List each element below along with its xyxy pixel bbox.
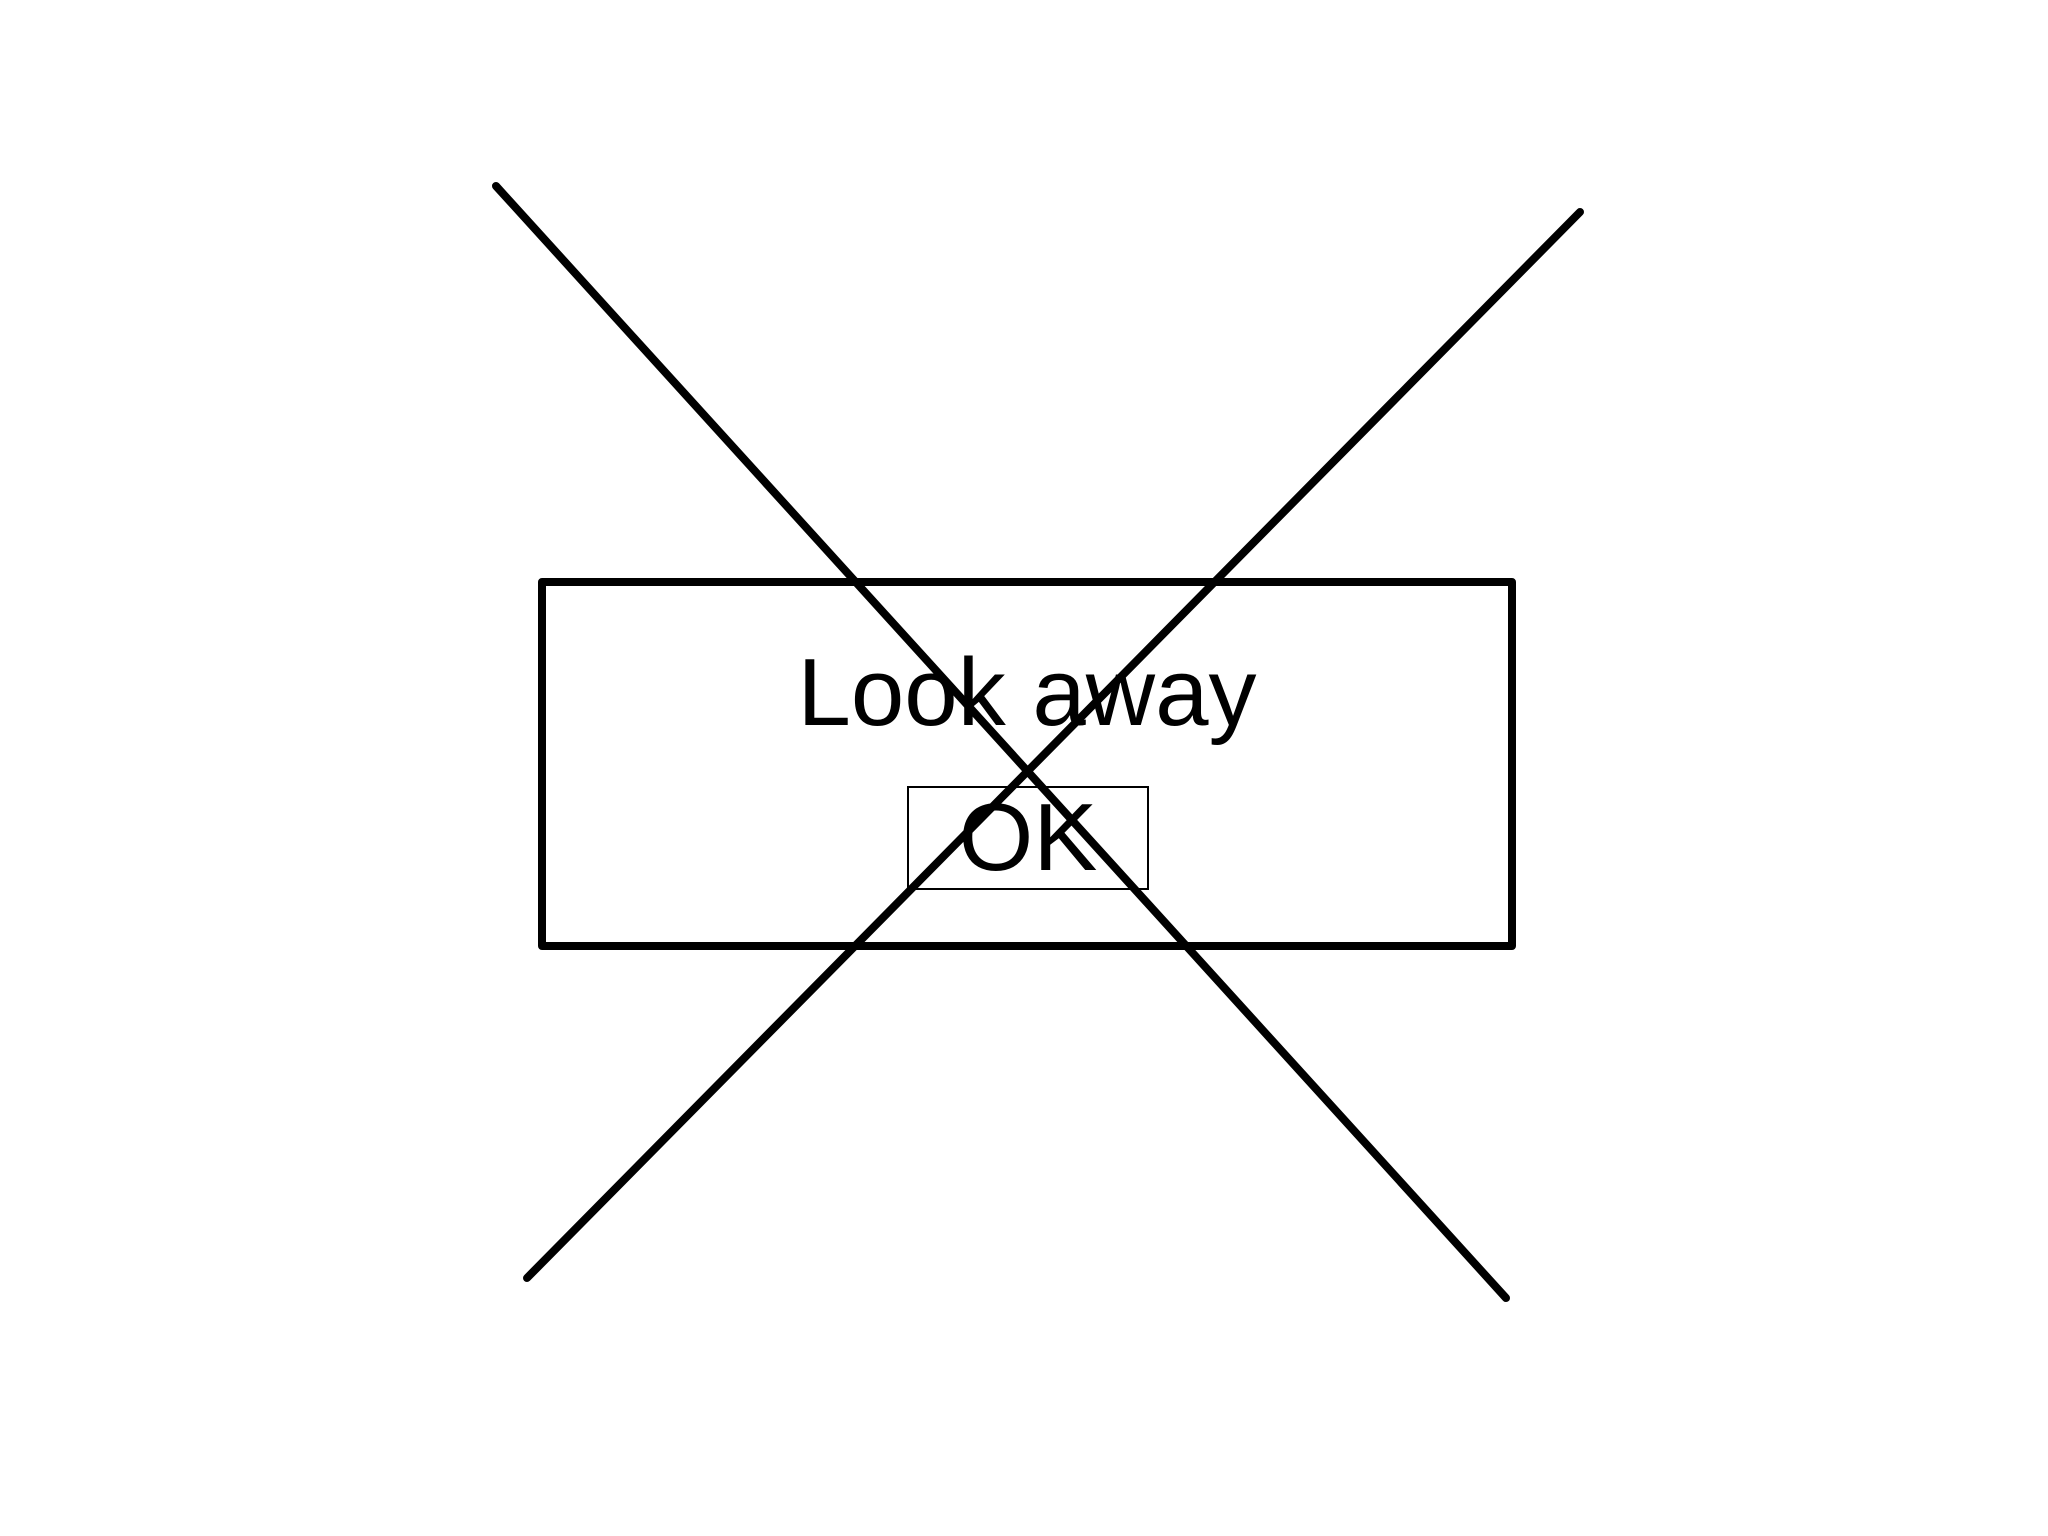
dialog-message: Look away bbox=[797, 639, 1257, 746]
ok-button[interactable]: OK bbox=[907, 786, 1149, 890]
dialog-box: Look away OK bbox=[538, 578, 1516, 950]
